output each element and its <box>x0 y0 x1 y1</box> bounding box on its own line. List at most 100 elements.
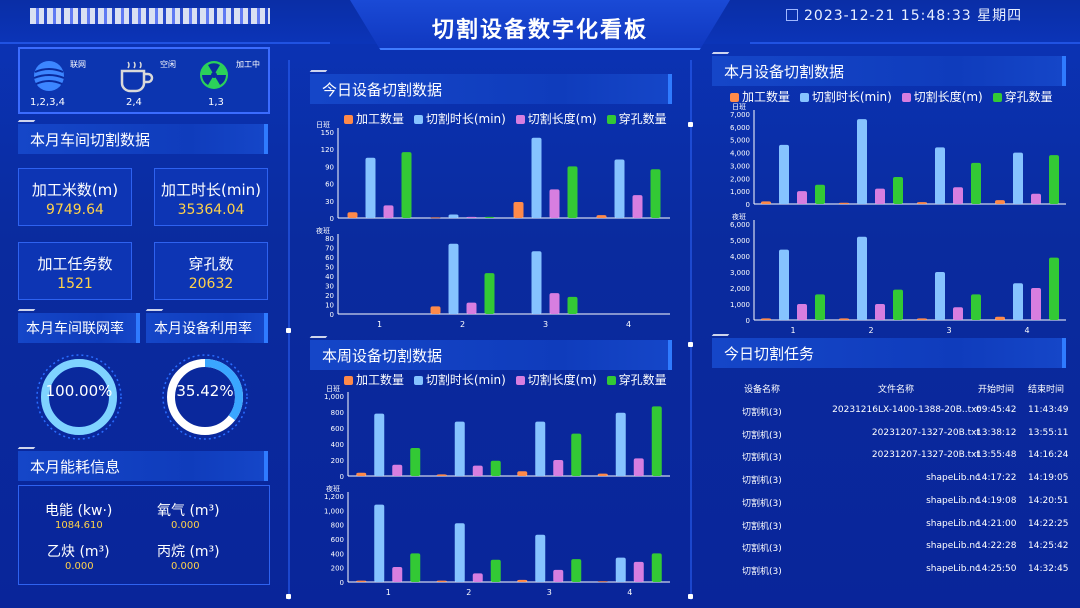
stat-label: 加工米数(m) <box>31 181 119 199</box>
bar <box>549 189 560 218</box>
x-tick-label: 3 <box>547 588 552 597</box>
energy-value: 0.000 <box>171 561 200 572</box>
column-header: 结束时间 <box>1028 385 1065 395</box>
globe-icon <box>33 61 65 91</box>
bar <box>436 580 447 582</box>
bar <box>615 557 626 582</box>
table-row[interactable]: 切割机(3) 20231207-1327-20B.txt 13:55:48 14:16… <box>708 450 1076 468</box>
header-accent <box>706 52 730 60</box>
bar <box>410 553 421 582</box>
table-row[interactable]: 切割机(3) 20231216LX-1400-1388-20B..txt 09:45… <box>708 405 1076 423</box>
y-tick-label: 60 <box>325 181 334 189</box>
bar <box>651 406 662 476</box>
y-tick-label: 150 <box>321 129 334 137</box>
bar <box>650 169 661 218</box>
bar <box>472 573 483 582</box>
divider-node <box>286 328 291 333</box>
table-row[interactable]: 切割机(3) shapeLib.nc 14:22:28 14:25:42 <box>708 541 1076 559</box>
energy-header: 本月能耗信息 <box>12 447 268 481</box>
coffee-cup-icon <box>120 61 154 93</box>
bar <box>797 304 807 320</box>
table-cell: 09:45:42 <box>976 405 1017 415</box>
bar <box>490 460 501 476</box>
bar <box>490 559 501 582</box>
panel-title: 本月能耗信息 <box>30 458 121 476</box>
bar <box>392 464 403 476</box>
bar <box>935 147 945 204</box>
bar <box>614 159 625 218</box>
datetime-text: 2023-12-21 15:48:33 星期四 <box>804 8 1023 24</box>
x-tick-label: 1 <box>377 320 382 329</box>
bar <box>857 236 867 320</box>
y-tick-label: 1,000 <box>324 507 344 515</box>
divider-node <box>688 342 693 347</box>
bar <box>1031 193 1041 204</box>
bar <box>779 144 789 204</box>
table-cell: 切割机(3) <box>742 453 782 464</box>
y-tick-label: 70 <box>325 245 334 253</box>
company-logo <box>30 8 270 24</box>
bar <box>531 251 542 314</box>
y-tick-label: 600 <box>331 425 344 433</box>
table-row[interactable]: 切割机(3) shapeLib.nc 14:21:00 14:22:25 <box>708 519 1076 537</box>
legend-item: 切割长度(m) <box>515 371 597 388</box>
network-rate-text: 100.00% <box>36 352 122 438</box>
today-data-header: 今日设备切割数据 <box>304 70 672 104</box>
bar <box>995 200 1005 204</box>
panel-title: 今日设备切割数据 <box>322 81 443 99</box>
bar <box>374 504 385 582</box>
table-cell: 切割机(3) <box>742 430 782 441</box>
table-row[interactable]: 切割机(3) 20231207-1327-20B.txt 13:38:12 13:55… <box>708 428 1076 446</box>
bar <box>893 289 903 320</box>
table-cell: 切割机(3) <box>742 544 782 555</box>
stat-value: 9749.64 <box>46 202 104 218</box>
x-tick-label: 1 <box>386 588 391 597</box>
bar <box>797 191 807 204</box>
tasks-header: 今日切割任务 <box>706 334 1066 368</box>
bar <box>875 304 885 320</box>
table-row[interactable]: 切割机(3) shapeLib.nc 14:17:22 14:19:05 <box>708 473 1076 491</box>
table-row[interactable]: 切割机(3) shapeLib.nc 14:19:08 14:20:51 <box>708 496 1076 514</box>
bar <box>839 318 849 320</box>
table-cell: 13:55:48 <box>976 450 1017 461</box>
bar <box>1013 152 1023 204</box>
status-label: 空闲 <box>160 60 176 69</box>
legend-item: 切割长度(m) <box>901 88 983 105</box>
table-cell: 14:22:28 <box>976 541 1017 552</box>
bar <box>935 272 945 320</box>
y-tick-label: 20 <box>325 292 334 300</box>
table-cell: 14:25:50 <box>976 563 1017 574</box>
bar <box>953 187 963 204</box>
y-tick-label: 4,000 <box>730 150 750 158</box>
energy-label: 丙烷 (m³) <box>157 544 220 560</box>
today-legend: 加工数量 切割时长(min) 切割长度(m) 穿孔数量 <box>344 110 673 127</box>
table-row[interactable]: 切割机(3) shapeLib.nc 14:25:50 14:32:45 <box>708 564 1076 582</box>
header-accent <box>304 336 328 344</box>
x-tick-label: 3 <box>543 320 548 329</box>
stat-card: 加工米数(m) 9749.64 <box>18 168 132 226</box>
x-tick-label: 2 <box>868 326 873 335</box>
table-cell: 14:20:51 <box>1028 495 1069 506</box>
status-networked[interactable]: 联网 1,2,3,4 <box>28 55 108 111</box>
status-idle[interactable]: 空闲 2,4 <box>116 55 196 111</box>
machine-status-panel: 联网 1,2,3,4 空闲 2,4 加工中 1,3 <box>18 47 270 114</box>
status-processing[interactable]: 加工中 1,3 <box>196 55 276 111</box>
y-tick-label: 30 <box>325 283 334 291</box>
legend-item: 切割时长(min) <box>413 110 506 127</box>
bar <box>567 166 578 218</box>
bar <box>374 413 385 476</box>
y-tick-label: 0 <box>746 201 750 209</box>
y-tick-label: 3,000 <box>730 162 750 170</box>
bar <box>651 553 662 582</box>
network-rate-gauge <box>36 354 122 440</box>
status-value: 1,2,3,4 <box>30 97 65 108</box>
legend-item: 穿孔数量 <box>606 371 667 388</box>
bar <box>571 559 582 582</box>
y-tick-label: 90 <box>325 163 334 171</box>
y-tick-label: 4,000 <box>730 253 750 261</box>
x-tick-label: 4 <box>1024 326 1029 335</box>
panel-title: 本月车间联网率 <box>26 321 124 337</box>
bar <box>531 137 542 218</box>
legend-item: 穿孔数量 <box>606 110 667 127</box>
